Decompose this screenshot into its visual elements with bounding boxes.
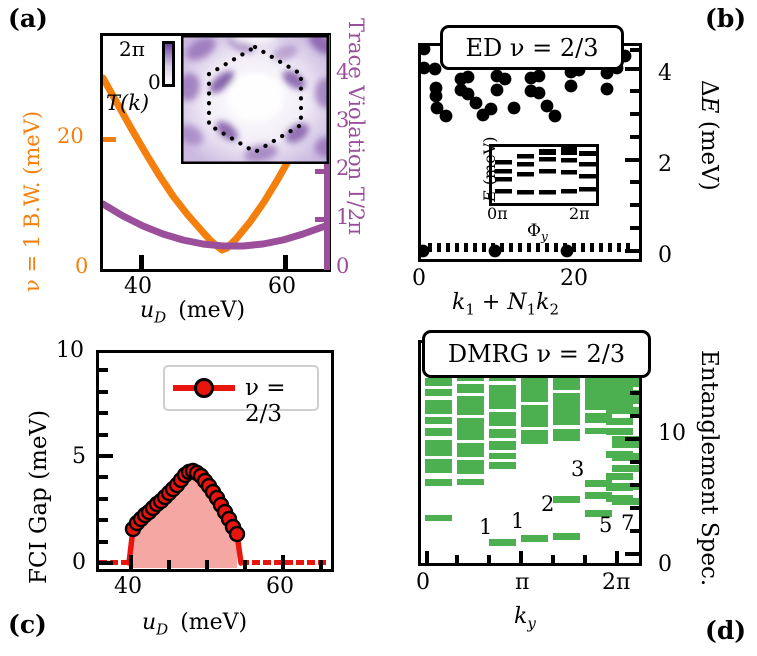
panel-c-xlabel-u: u (142, 610, 157, 635)
panel-b-inset-ylabel: E (meV) (480, 136, 499, 202)
panel-c-ylabel: FCI Gap (meV) (26, 409, 52, 584)
panel-d-xticks (425, 551, 619, 563)
panel-b-yticks (625, 48, 639, 253)
panel-c: (c) FCI Gap (meV) 0 5 10 (0, 326, 380, 656)
legend-marker-icon (173, 378, 235, 398)
panel-d: (d) (380, 326, 757, 656)
panel-c-yticks (99, 368, 113, 565)
panel-b-xtick-label-0: 0 (412, 266, 426, 291)
tk-heatmap (181, 35, 329, 164)
panel-a-y2tick-2: 2 (336, 156, 350, 180)
panel-b-xticks (428, 243, 630, 256)
fci-gap-markers (124, 462, 246, 543)
panel-a-xtick-60 (283, 255, 288, 269)
panel-c-xlabel-unit: (meV) (180, 610, 248, 635)
panel-a-xlabel: uD (meV) (140, 298, 246, 327)
purple-trace-violation-curve (103, 200, 328, 250)
panel-b-plot-area: E (meV) 0π 2π Φy (418, 43, 642, 262)
counting-label-1: 1 (511, 509, 525, 533)
tk-caption: T(k) (106, 93, 149, 114)
panel-b-inset-xlabel: Φy (527, 221, 548, 244)
panel-b: (b) (380, 0, 757, 330)
counting-label-3: 3 (571, 457, 585, 481)
panel-a-xtick-label-40: 40 (124, 274, 152, 299)
panel-a-xtick-40 (139, 255, 144, 269)
panel-c-xtick-label-40: 40 (114, 574, 142, 599)
panel-a-label: (a) (8, 4, 48, 33)
panel-d-xtick-label-0: 0 (416, 570, 430, 595)
panel-c-label: (c) (8, 610, 47, 639)
panel-d-ytick-label-0: 0 (658, 552, 672, 577)
panel-c-plot-area: ν = 2/3 (96, 350, 334, 572)
panel-b-xlabel: k1 + N1k2 (452, 290, 559, 319)
panel-b-ytick-label-4: 4 (658, 61, 672, 86)
panel-d-xlabel: ky (514, 604, 536, 633)
tk-colorbar-max-label: 2π (119, 37, 145, 61)
tk-colorbar-min-label: 0 (148, 70, 161, 94)
panel-d-label: (d) (705, 616, 747, 645)
panel-a-left-axis-label: ν = 1 B.W. (meV) (20, 110, 44, 292)
inset-E-unit: (meV) (480, 136, 499, 186)
panel-d-title-box: DMRG ν = 2/3 (422, 330, 651, 378)
panel-a-y2tick-4: 4 (336, 60, 350, 84)
panel-d-ytick-label-10: 10 (658, 421, 686, 446)
panel-b-xtick-label-20: 20 (560, 266, 588, 291)
panel-b-title: ED ν = 2/3 (465, 33, 599, 62)
panel-b-ytick-label-0: 0 (658, 243, 672, 268)
panel-a-right-tick-1 (315, 217, 328, 222)
panel-a-right-tick-2 (315, 169, 328, 174)
panel-a-y2tick-1: 1 (336, 205, 350, 229)
panel-b-ylabel-unit: (meV) (696, 120, 722, 191)
panel-a-ytick-0: 0 (75, 254, 89, 278)
panel-a-left-tick-20 (103, 137, 116, 142)
panel-a-y2tick-3: 3 (336, 108, 350, 132)
panel-b-inset-xtick-left: 0π (487, 204, 508, 223)
panel-a-xtick-label-60: 60 (268, 274, 296, 299)
panel-c-xticks (129, 555, 323, 569)
panel-a-ytick-20: 20 (57, 124, 84, 148)
panel-d-xtick-label-2pi: 2π (602, 570, 631, 595)
panel-d-ylabel: Entanglement Spec. (696, 350, 722, 587)
tk-caption-text: T(k) (106, 91, 150, 115)
counting-label-2: 2 (541, 492, 555, 516)
brillouin-zone-hexagon (206, 44, 304, 155)
panel-b-title-box: ED ν = 2/3 (440, 25, 624, 70)
panel-d-xtick-label-pi: π (515, 570, 530, 595)
panel-b-ytick-label-2: 2 (658, 152, 672, 177)
counting-label-0: 1 (479, 515, 493, 539)
panel-c-ytick-label-0: 0 (72, 550, 86, 575)
counting-label-5: 5 (599, 513, 613, 537)
tk-colorbar (162, 41, 175, 87)
panel-a-y2tick-0: 0 (336, 254, 350, 278)
panel-c-legend[interactable]: ν = 2/3 (163, 365, 319, 427)
spectral-flow-lines (495, 147, 596, 195)
panel-b-label: (b) (705, 4, 747, 33)
panel-d-title: DMRG ν = 2/3 (447, 340, 626, 368)
panel-c-xlabel: uD (meV) (142, 610, 248, 639)
panel-c-ytick-label-5: 5 (72, 444, 86, 469)
panel-a-plot-area: 2π 0 T(k) (100, 33, 331, 272)
panel-a-xlabel-unit: (meV) (178, 298, 246, 323)
panel-c-ytick-label-10: 10 (56, 338, 84, 363)
panel-a-inset: 2π 0 T(k) (106, 35, 329, 164)
panel-c-ylabel-text: FCI Gap (meV) (26, 409, 52, 584)
panel-b-ylabel: ΔE (meV) (696, 80, 722, 191)
panel-b-inset-xtick-right: 2π (569, 204, 590, 223)
panel-c-legend-label: ν = 2/3 (245, 375, 286, 427)
panel-a: (a) ν = 1 B.W. (meV) Trace Violation T/2… (0, 0, 380, 330)
panel-c-fci-gap-curve (99, 462, 326, 568)
panel-b-inset: E (meV) 0π 2π Φy (480, 137, 599, 242)
panel-a-xlabel-u: u (140, 298, 155, 323)
panel-c-xtick-label-60: 60 (266, 574, 294, 599)
